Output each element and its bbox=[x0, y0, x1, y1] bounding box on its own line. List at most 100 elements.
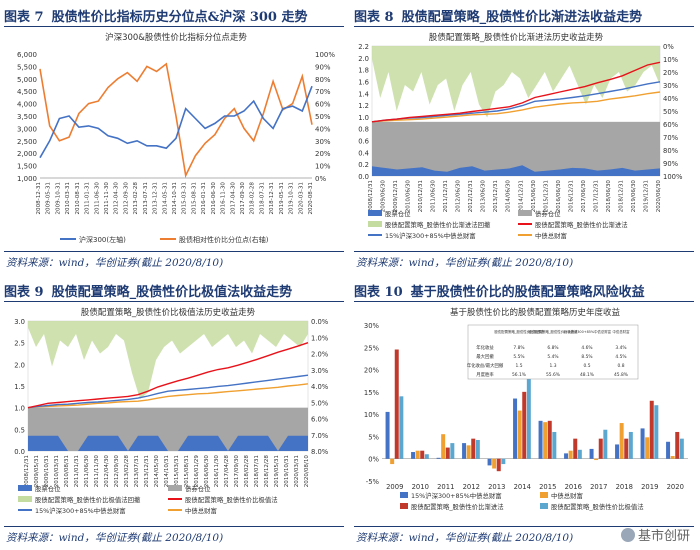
x-tick-label: 2009-10-31 bbox=[55, 182, 61, 215]
x-tick-label: 2011 bbox=[437, 483, 454, 491]
bar bbox=[538, 420, 543, 459]
x-tick-label: 2011/06/30 bbox=[431, 180, 437, 213]
source-note: 资料来源：wind，华创证券(截止 2020/8/10) bbox=[356, 257, 574, 269]
y-left-tick-label: 6,000 bbox=[17, 51, 37, 59]
x-tick-label: 2009/12/31 bbox=[393, 180, 399, 213]
x-tick-label: 2016/06/30 bbox=[204, 455, 210, 488]
table-cell: 4.5% bbox=[615, 354, 626, 360]
bar bbox=[619, 423, 624, 459]
series-line bbox=[27, 342, 309, 409]
title-rule bbox=[354, 26, 694, 27]
y-left-tick-label: 0.8 bbox=[358, 126, 369, 134]
y-right-tick-label: 60% bbox=[315, 101, 331, 109]
x-tick-label: 2012/06/30 bbox=[456, 180, 462, 213]
bar bbox=[589, 448, 594, 459]
chart-fig9: 股债配置策略_股债性价比极值法历史收益走势 3.0 2.5 2.0 1.5 1.0 0.5 0… bbox=[14, 307, 329, 515]
bar bbox=[679, 438, 684, 459]
x-tick-label: 2020-03-31 bbox=[298, 182, 304, 215]
y-left-tick-label: 1.4 bbox=[358, 90, 369, 98]
x-tick-label: 2013/12/31 bbox=[144, 455, 150, 488]
bar bbox=[390, 458, 395, 465]
y-left-tick-label: 3,500 bbox=[17, 113, 37, 121]
x-tick-label: 2016-11-30 bbox=[221, 182, 227, 215]
x-tick-label: 2019/05/31 bbox=[274, 455, 280, 488]
table-cell: 0.5 bbox=[584, 363, 591, 369]
legend-swatch bbox=[18, 485, 32, 491]
x-tick-label: 2011/12/31 bbox=[443, 180, 449, 213]
x-tick-label: 2020/03/31 bbox=[294, 455, 300, 488]
bar bbox=[450, 443, 455, 459]
x-tick-label: 2018/12/28 bbox=[264, 455, 270, 488]
bar bbox=[547, 420, 552, 459]
y-tick-label: 10% bbox=[364, 411, 380, 419]
source-rule bbox=[354, 526, 694, 527]
y-right-tick-label: 3.0% bbox=[311, 367, 329, 375]
x-tick-label: 2016-01-31 bbox=[201, 182, 207, 215]
bar bbox=[385, 411, 390, 459]
y-left-tick-label: 2.0 bbox=[358, 55, 369, 63]
bar bbox=[526, 369, 531, 459]
table-cell: 55.6% bbox=[546, 372, 560, 378]
legend-label: 中债总财富 bbox=[551, 491, 583, 500]
legend-label: 股债配置策略_股债性价比极值法回撤 bbox=[35, 495, 141, 504]
bar bbox=[411, 452, 416, 459]
y-right-tick-label: 6.0% bbox=[311, 416, 329, 424]
panel-fig7: 图表 7 股债性价比指标历史分位点&沪深 300 走势 沪深300&股债性价比指标… bbox=[0, 0, 350, 275]
table-cell: 5.5% bbox=[513, 354, 524, 360]
legend-label: 股债配置策略_股债性价比渐进法 bbox=[411, 502, 504, 511]
legend-label: 股债配置策略_股债性价比渐进法 bbox=[535, 220, 628, 229]
x-tick-label: 2012-09-30 bbox=[123, 182, 129, 215]
y-right-tick-label: 20% bbox=[315, 150, 331, 158]
x-tick-label: 2012/04/30 bbox=[104, 455, 110, 488]
bar bbox=[645, 437, 650, 459]
legend-label: 股债配置策略_股债性价比渐进法回撤 bbox=[385, 220, 491, 229]
y-right-tick-label: 80% bbox=[315, 76, 331, 84]
bar bbox=[436, 457, 441, 459]
legend-swatch bbox=[540, 503, 548, 509]
table-header: 股债配置策略_股债性价比渐进法 bbox=[494, 329, 544, 334]
x-tick-label: 2010/08/31 bbox=[64, 455, 70, 488]
bar bbox=[564, 453, 569, 459]
x-tick-label: 2013-07-31 bbox=[143, 182, 149, 215]
legend-swatch bbox=[368, 210, 382, 216]
drawdown-area bbox=[28, 321, 308, 399]
table-cell: 4.6% bbox=[581, 345, 592, 351]
x-tick-label: 2014/12/31 bbox=[518, 180, 524, 213]
bar bbox=[573, 438, 578, 459]
x-tick-label: 2020 bbox=[667, 483, 684, 491]
table-header: 15%沪深300+85%中债总财富 bbox=[563, 329, 612, 334]
x-tick-label: 2016/06/30 bbox=[556, 180, 562, 213]
y-left-tick-label: 1.6 bbox=[358, 78, 369, 86]
y-left-tick-label: 3.0 bbox=[14, 318, 25, 326]
x-tick-label: 2011-01-31 bbox=[85, 182, 91, 215]
series-line-hs300 bbox=[39, 85, 313, 159]
table-cell: 1.3 bbox=[550, 363, 557, 369]
bar bbox=[577, 449, 582, 459]
y-left-tick-label: 4,000 bbox=[17, 101, 37, 109]
bar bbox=[415, 450, 420, 459]
x-tick-label: 2014 bbox=[514, 483, 531, 491]
bar bbox=[552, 431, 557, 459]
y-right-tick-label: 100% bbox=[663, 173, 683, 181]
x-tick-label: 2017/04/28 bbox=[224, 455, 230, 488]
x-tick-label: 2008-12-31 bbox=[36, 182, 42, 215]
x-tick-label: 2014/06/30 bbox=[506, 180, 512, 213]
legend-swatch bbox=[400, 503, 408, 509]
y-left-tick-label: 2.2 bbox=[358, 43, 369, 51]
x-tick-label: 2019 bbox=[641, 483, 658, 491]
legend-label: 债券仓位 bbox=[535, 209, 561, 218]
y-left-tick-label: 2.5 bbox=[14, 340, 25, 348]
x-tick-label: 2013/06/30 bbox=[481, 180, 487, 213]
series-line-percentile bbox=[39, 62, 313, 179]
source-note: 资料来源：wind，华创证券(截止 2020/8/10) bbox=[356, 532, 574, 544]
bar bbox=[441, 434, 446, 459]
legend-swatch bbox=[168, 485, 182, 491]
x-tick-label: 2020-08-31 bbox=[308, 182, 314, 215]
y-left-tick-label: 2,000 bbox=[17, 150, 37, 158]
title-rule bbox=[4, 26, 344, 27]
y-tick-label: 30% bbox=[364, 322, 380, 330]
table-cell: 48.1% bbox=[580, 372, 594, 378]
table-cell: 45.8% bbox=[614, 372, 628, 378]
x-tick-label: 2018-02-28 bbox=[250, 182, 256, 215]
x-tick-label: 2017-09-30 bbox=[240, 182, 246, 215]
